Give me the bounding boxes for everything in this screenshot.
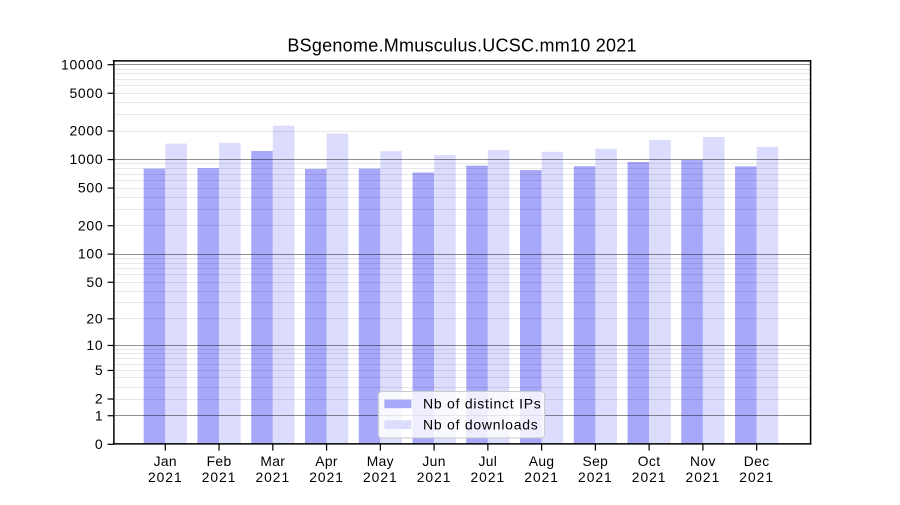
svg-text:2021: 2021 <box>417 470 452 485</box>
svg-text:1: 1 <box>95 407 104 423</box>
svg-text:Feb: Feb <box>207 454 232 469</box>
svg-text:200: 200 <box>78 217 103 233</box>
svg-text:Nov: Nov <box>690 454 716 469</box>
svg-text:Apr: Apr <box>315 454 338 469</box>
svg-text:Oct: Oct <box>638 454 661 469</box>
svg-text:2021: 2021 <box>148 470 183 485</box>
svg-text:5: 5 <box>95 362 104 378</box>
svg-text:2021: 2021 <box>255 470 290 485</box>
svg-text:2021: 2021 <box>632 470 667 485</box>
svg-text:20: 20 <box>86 310 103 326</box>
svg-text:2021: 2021 <box>686 470 721 485</box>
svg-text:BSgenome.Mmusculus.UCSC.mm10 2: BSgenome.Mmusculus.UCSC.mm10 2021 <box>287 36 636 56</box>
svg-text:2: 2 <box>95 391 104 407</box>
svg-text:Sep: Sep <box>583 454 609 469</box>
svg-text:Nb of distinct IPs: Nb of distinct IPs <box>423 396 542 412</box>
svg-text:Dec: Dec <box>744 454 770 469</box>
svg-text:0: 0 <box>95 436 104 452</box>
svg-text:2021: 2021 <box>524 470 559 485</box>
svg-text:5000: 5000 <box>69 85 103 101</box>
svg-text:500: 500 <box>78 180 103 196</box>
svg-text:10: 10 <box>86 337 103 353</box>
svg-text:Nb of downloads: Nb of downloads <box>423 416 539 432</box>
svg-text:2021: 2021 <box>309 470 344 485</box>
svg-text:Aug: Aug <box>529 454 555 469</box>
svg-text:2021: 2021 <box>202 470 237 485</box>
svg-text:2021: 2021 <box>471 470 506 485</box>
svg-text:2000: 2000 <box>69 123 103 139</box>
svg-text:50: 50 <box>86 274 103 290</box>
svg-text:10000: 10000 <box>61 56 103 72</box>
svg-text:Jun: Jun <box>422 454 445 469</box>
svg-text:May: May <box>367 454 394 469</box>
svg-text:2021: 2021 <box>578 470 613 485</box>
svg-text:100: 100 <box>78 246 103 262</box>
svg-text:Mar: Mar <box>260 454 285 469</box>
svg-text:2021: 2021 <box>363 470 398 485</box>
svg-text:2021: 2021 <box>739 470 774 485</box>
svg-text:1000: 1000 <box>69 151 103 167</box>
svg-text:Jul: Jul <box>478 454 497 469</box>
svg-text:Jan: Jan <box>154 454 177 469</box>
